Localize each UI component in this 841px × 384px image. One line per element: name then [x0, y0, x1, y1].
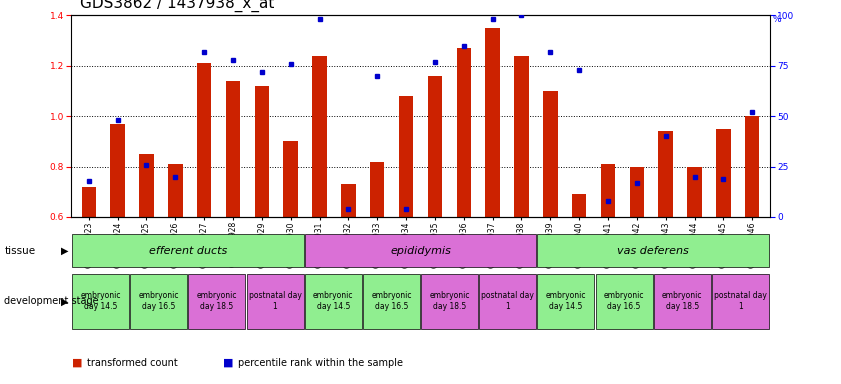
Text: GDS3862 / 1437938_x_at: GDS3862 / 1437938_x_at [80, 0, 274, 12]
Bar [188, 274, 246, 329]
Text: ▶: ▶ [61, 245, 69, 256]
Text: transformed count: transformed count [87, 358, 177, 368]
Bar [82, 187, 96, 217]
Text: %: % [772, 15, 781, 24]
Bar [600, 164, 616, 217]
Bar [687, 167, 701, 217]
Bar [168, 164, 182, 217]
Bar [659, 131, 673, 217]
Text: embryonic
day 18.5: embryonic day 18.5 [430, 291, 470, 311]
Bar [255, 86, 269, 217]
Bar [283, 141, 298, 217]
Bar [72, 234, 304, 267]
Bar [110, 124, 124, 217]
Bar [341, 184, 356, 217]
Text: embryonic
day 14.5: embryonic day 14.5 [546, 291, 586, 311]
Bar [421, 274, 478, 329]
Bar [712, 274, 769, 329]
Text: vas deferens: vas deferens [617, 245, 689, 256]
Bar [537, 234, 769, 267]
Bar [72, 274, 129, 329]
Bar [140, 154, 154, 217]
Bar [572, 194, 586, 217]
Text: postnatal day
1: postnatal day 1 [481, 291, 534, 311]
Text: tissue: tissue [4, 245, 35, 256]
Bar [399, 96, 413, 217]
Bar [745, 116, 759, 217]
Bar [653, 274, 711, 329]
Bar [514, 56, 529, 217]
Bar [312, 56, 327, 217]
Bar [428, 76, 442, 217]
Bar [485, 28, 500, 217]
Text: ■: ■ [223, 358, 233, 368]
Bar [197, 63, 211, 217]
Bar [225, 81, 241, 217]
Bar [543, 91, 558, 217]
Text: embryonic
day 16.5: embryonic day 16.5 [139, 291, 179, 311]
Bar [595, 274, 653, 329]
Bar [457, 48, 471, 217]
Bar [717, 129, 731, 217]
Text: percentile rank within the sample: percentile rank within the sample [238, 358, 403, 368]
Text: postnatal day
1: postnatal day 1 [714, 291, 767, 311]
Text: postnatal day
1: postnatal day 1 [249, 291, 302, 311]
Text: embryonic
day 16.5: embryonic day 16.5 [604, 291, 644, 311]
Bar [370, 162, 384, 217]
Text: embryonic
day 16.5: embryonic day 16.5 [371, 291, 411, 311]
Text: ▶: ▶ [61, 296, 69, 306]
Bar [363, 274, 420, 329]
Text: ■: ■ [71, 358, 82, 368]
Bar [246, 274, 304, 329]
Bar [479, 274, 537, 329]
Bar [130, 274, 188, 329]
Text: embryonic
day 18.5: embryonic day 18.5 [662, 291, 702, 311]
Text: development stage: development stage [4, 296, 99, 306]
Text: embryonic
day 14.5: embryonic day 14.5 [313, 291, 353, 311]
Text: embryonic
day 14.5: embryonic day 14.5 [81, 291, 121, 311]
Text: embryonic
day 18.5: embryonic day 18.5 [197, 291, 237, 311]
Text: epididymis: epididymis [390, 245, 451, 256]
Bar [304, 274, 362, 329]
Bar [630, 167, 644, 217]
Bar [304, 234, 537, 267]
Text: efferent ducts: efferent ducts [149, 245, 227, 256]
Bar [537, 274, 595, 329]
